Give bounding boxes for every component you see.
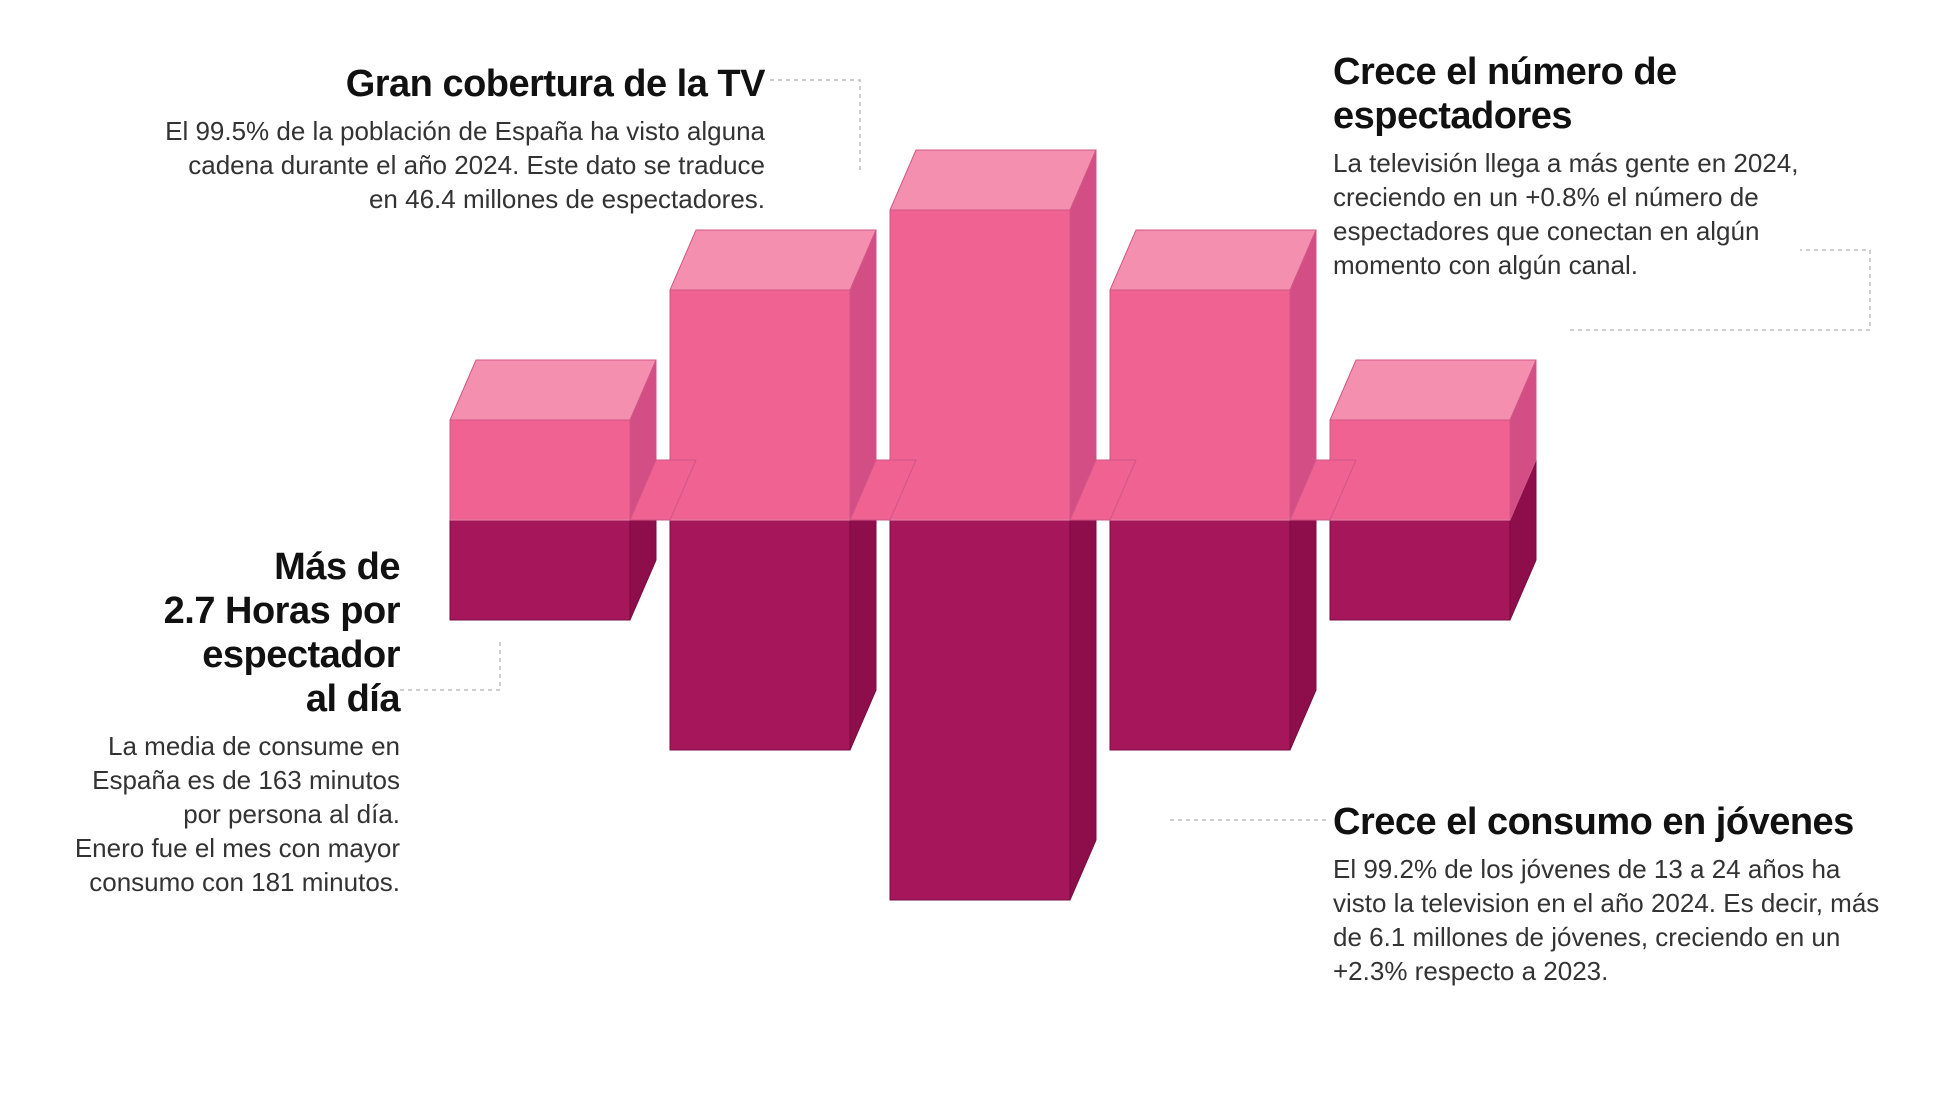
callout-top-left-title: Gran cobertura de la TV (165, 62, 765, 106)
callout-top-left-body: El 99.5% de la población de España ha vi… (165, 114, 765, 216)
callout-bottom-right: Crece el consumo en jóvenes El 99.2% de … (1333, 800, 1893, 988)
callout-top-right-body: La televisión llega a más gente en 2024,… (1333, 146, 1823, 282)
connector-top_left (770, 80, 860, 170)
callout-top-right: Crece el número de espectadores La telev… (1333, 50, 1823, 282)
callout-top-right-title: Crece el número de espectadores (1333, 50, 1823, 138)
callout-top-left: Gran cobertura de la TV El 99.5% de la p… (165, 62, 765, 216)
callout-bottom-left-title: Más de2.7 Horas por espectadoral día (60, 545, 400, 721)
connector-bottom_left (400, 640, 500, 690)
callout-bottom-left-body: La media de consume en España es de 163 … (60, 729, 400, 899)
callout-bottom-left: Más de2.7 Horas por espectadoral día La … (60, 545, 400, 899)
callout-bottom-right-body: El 99.2% de los jóvenes de 13 a 24 años … (1333, 852, 1893, 988)
callout-bottom-right-title: Crece el consumo en jóvenes (1333, 800, 1893, 844)
infographic-stage: Gran cobertura de la TV El 99.5% de la p… (0, 0, 1948, 1100)
